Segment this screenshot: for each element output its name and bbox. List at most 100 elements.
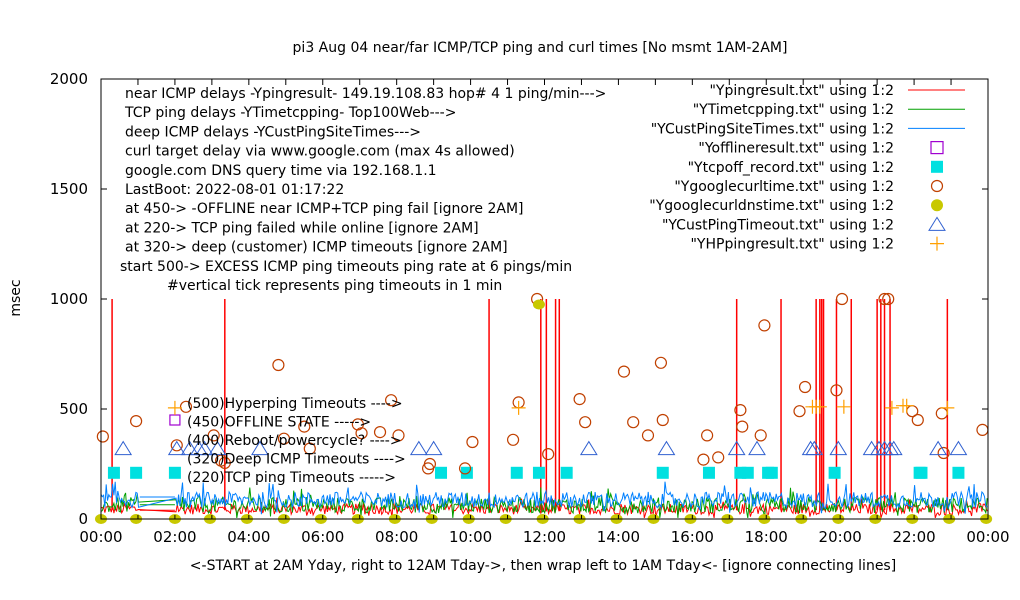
- curltime-point: [937, 446, 950, 460]
- legend: "Ypingresult.txt" using 1:2 "YTimetcpping…: [649, 83, 965, 253]
- curltime-point: [701, 429, 714, 442]
- tcpoff-point: [532, 466, 545, 479]
- tcpoff-point: [656, 466, 669, 479]
- legend-label: "Ygooglecurldnstime.txt" using 1:2: [649, 198, 894, 214]
- custping-timeout-point: [251, 440, 269, 456]
- custping-timeout-point: [180, 440, 199, 456]
- tcpoff-point: [702, 466, 715, 479]
- custping-timeout-point: [579, 440, 598, 456]
- annotation-line: at 450-> -OFFLINE near ICMP+TCP ping fai…: [125, 201, 524, 217]
- legend-open-circle-icon: [930, 179, 944, 193]
- level-annotation: (320)Deep ICMP Timeouts ---->: [187, 452, 406, 468]
- curltime-point: [385, 394, 398, 407]
- offline-point: [169, 414, 181, 426]
- curltime-point: [579, 416, 592, 429]
- x-tick-label: 00:00: [966, 528, 1009, 546]
- legend-filled-circle-icon: [931, 199, 943, 212]
- annotation-line: google.com DNS query time via 192.168.1.…: [125, 163, 437, 179]
- tcpoff-point: [828, 466, 841, 479]
- tcpoff-point: [741, 466, 754, 479]
- y-tick-label: 1500: [50, 180, 88, 198]
- x-tick-label: 10:00: [449, 528, 492, 546]
- curltime-point: [96, 430, 109, 443]
- x-tick-label: 08:00: [375, 528, 418, 546]
- curltime-point: [458, 462, 472, 475]
- axes-layer: 0 500 1000 1500 2000 00:00 02:00 04:00 06:00 08:0…: [50, 70, 1010, 546]
- dnstime-point: [532, 299, 545, 310]
- curltime-point: [697, 453, 710, 466]
- hpping-point: [511, 400, 526, 415]
- legend-plus-icon: [930, 236, 944, 251]
- annotation-line: at 220-> TCP ping failed while online [i…: [125, 220, 479, 236]
- x-axis-label: <-START at 2AM Yday, right to 12AM Tday-…: [190, 558, 896, 574]
- tcpoff-point: [435, 466, 448, 479]
- curltime-point: [798, 380, 812, 394]
- curltime-point: [627, 416, 640, 429]
- x-tick-label: 22:00: [892, 528, 935, 546]
- annotation-line: curl target delay via www.google.com (ma…: [125, 144, 515, 160]
- tcpoff-point: [130, 466, 143, 479]
- annotations-left: near ICMP delays -Ypingresult- 149.19.10…: [120, 86, 606, 294]
- legend-label: "YTimetcpping.txt" using 1:2: [693, 102, 894, 118]
- curltime-point: [373, 426, 387, 439]
- hpping-point: [940, 400, 955, 415]
- custping-timeout-point: [949, 440, 968, 456]
- curltime-point: [218, 456, 231, 469]
- tcpoff-point: [765, 466, 778, 479]
- chart-title: pi3 Aug 04 near/far ICMP/TCP ping and cu…: [293, 40, 788, 56]
- curltime-point: [179, 400, 193, 413]
- custping-timeout-point: [805, 440, 824, 456]
- x-tick-label: 12:00: [523, 528, 566, 546]
- custping-timeout-point: [195, 440, 214, 456]
- tcpoff-point: [952, 466, 965, 479]
- curltime-point: [712, 451, 725, 464]
- y-tick-label: 0: [78, 510, 88, 528]
- curltime-point: [641, 429, 655, 442]
- annotation-line: deep ICMP delays -YCustPingSiteTimes--->: [125, 124, 421, 140]
- curltime-point: [466, 435, 479, 449]
- annotations-levels: (500)Hyperping Timeouts ----> (450)OFFLIN…: [187, 396, 406, 486]
- curltime-point: [758, 319, 771, 332]
- curltime-point: [656, 413, 669, 427]
- custping-timeout-point: [114, 440, 133, 456]
- curltime-point: [911, 413, 924, 427]
- curltime-point: [303, 442, 316, 455]
- series-line-2: [100, 481, 988, 515]
- annotation-line: at 320-> deep (customer) ICMP timeouts […: [125, 240, 508, 256]
- legend-label: "Yofflineresult.txt" using 1:2: [698, 141, 894, 157]
- tcpoff-point: [168, 466, 181, 479]
- tcpoff-point: [107, 466, 120, 479]
- annotation-line: start 500-> EXCESS ICMP ping timeouts pi…: [120, 259, 572, 275]
- x-tick-label: 02:00: [153, 528, 196, 546]
- legend-label: "YHPpingresult.txt" using 1:2: [690, 237, 894, 253]
- curltime-point: [617, 365, 631, 378]
- legend-label: "Ytcpoff_record.txt" using 1:2: [688, 160, 894, 176]
- y-tick-label: 1000: [50, 290, 88, 308]
- tcpoff-point: [510, 466, 523, 479]
- custping-timeout-point: [657, 440, 676, 456]
- tcpoff-point: [915, 466, 928, 479]
- custping-timeout-point: [748, 440, 766, 456]
- level-annotation: (450)OFFLINE STATE ----->: [187, 415, 371, 431]
- x-tick-label: 00:00: [79, 528, 122, 546]
- curltime-point: [170, 439, 183, 452]
- level-annotation: (220)TCP ping Timeouts ----->: [187, 470, 396, 486]
- x-tick-label: 18:00: [745, 528, 788, 546]
- curltime-point: [754, 429, 767, 442]
- custping-timeout-point: [727, 440, 746, 456]
- curltime-point: [976, 423, 989, 436]
- x-tick-label: 14:00: [597, 528, 640, 546]
- custping-timeout-point: [884, 440, 903, 456]
- curltime-point: [935, 407, 948, 420]
- curltime-point: [277, 432, 291, 445]
- curltime-point: [272, 358, 285, 372]
- annotation-line: TCP ping delays -YTimetcpping- Top100Web…: [124, 105, 456, 121]
- legend-filled-square-icon: [931, 160, 943, 173]
- hpping-point: [812, 399, 827, 414]
- custping-timeout-point: [829, 440, 848, 456]
- annotation-line: LastBoot: 2022-08-01 01:17:22: [125, 182, 344, 198]
- custping-timeout-point: [167, 440, 186, 456]
- x-tick-label: 16:00: [671, 528, 714, 546]
- y-tick-label: 500: [59, 400, 88, 418]
- curltime-point: [882, 292, 895, 306]
